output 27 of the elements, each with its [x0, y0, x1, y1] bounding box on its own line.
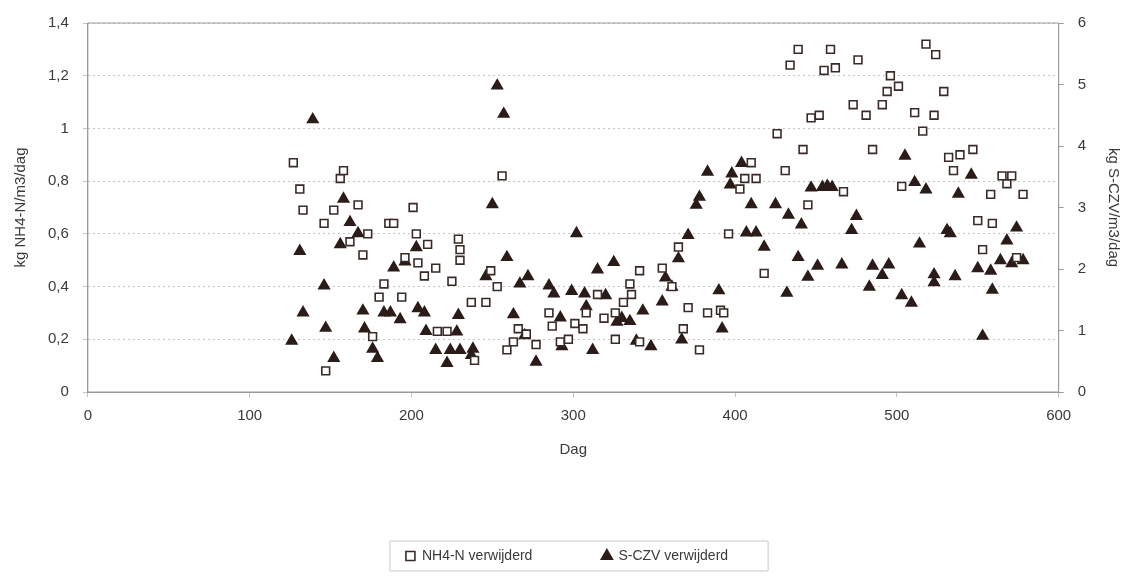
- y-tick-label: 0,4: [47, 276, 69, 294]
- y-tick-label: 0,6: [47, 224, 69, 241]
- legend-label: S-CZV verwijderd: [618, 546, 729, 563]
- x-tick-label: 100: [237, 406, 263, 424]
- y-tick-label: 0: [60, 382, 69, 400]
- y2-axis-title: kg S-CZV/m3/dag: [1105, 147, 1123, 268]
- y-tick-label: 0,2: [47, 329, 69, 347]
- y2-tick-label: 0: [1077, 382, 1086, 400]
- x-tick-label: 400: [722, 406, 748, 424]
- x-tick-label: 0: [83, 406, 93, 424]
- y2-tick-label: 1: [1077, 320, 1086, 338]
- y-tick-label: 0,8: [47, 171, 69, 189]
- legend-label: NH4-N verwijderd: [421, 546, 533, 563]
- y2-tick-label: 3: [1077, 197, 1086, 215]
- y2-tick-label: 6: [1077, 13, 1086, 31]
- y2-tick-label: 2: [1077, 259, 1086, 277]
- y2-tick-label: 5: [1077, 74, 1086, 92]
- y-tick-label: 1: [60, 118, 69, 136]
- x-tick-label: 300: [560, 406, 586, 424]
- x-axis-title: Dag: [559, 440, 588, 458]
- y-tick-label: 1,4: [47, 13, 69, 31]
- y2-tick-label: 4: [1077, 136, 1086, 154]
- x-tick-label: 600: [1046, 406, 1072, 424]
- y-axis-title: kg NH4-N/m3/dag: [11, 147, 29, 268]
- x-tick-label: 200: [398, 406, 424, 424]
- x-tick-label: 500: [884, 406, 910, 424]
- y-tick-label: 1,2: [47, 65, 69, 83]
